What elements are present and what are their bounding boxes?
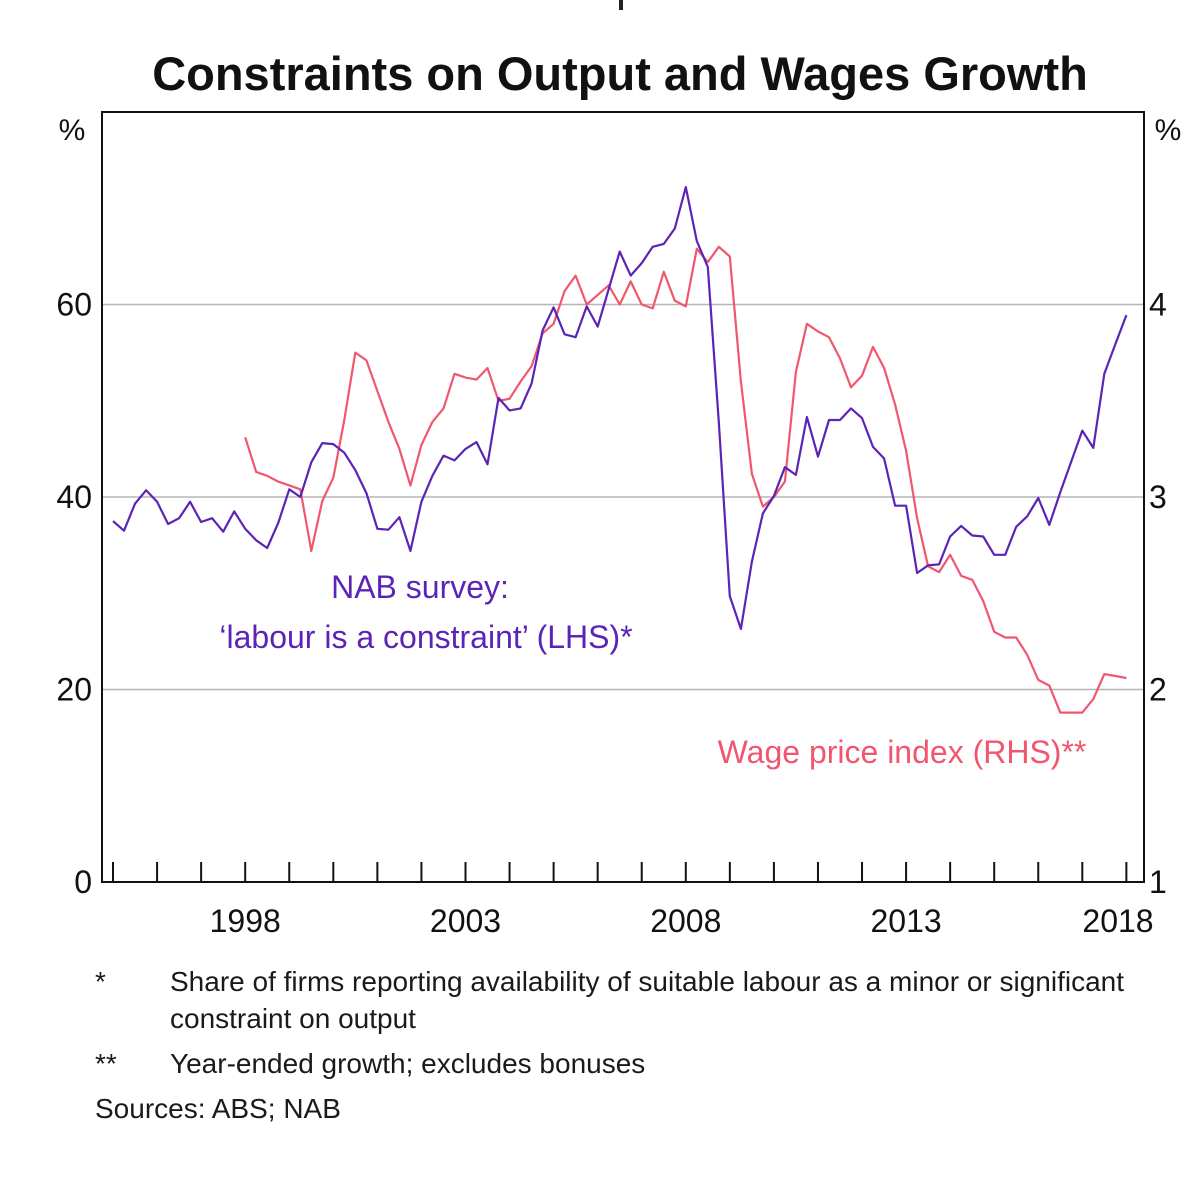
- x-tick-label-2018: 2018: [1082, 903, 1153, 939]
- left-tick-label-20: 20: [56, 672, 92, 708]
- gridlines: [102, 303, 1144, 691]
- footnote-1: * Share of firms reporting availability …: [95, 963, 1135, 1037]
- nab-annotation-line1: NAB survey:: [331, 569, 509, 605]
- footnote-1-mark: *: [95, 966, 106, 997]
- right-axis-tick-labels: 1 2 3 4: [1149, 287, 1167, 901]
- plot-frame: [101, 111, 1145, 883]
- chart-area: Constraints on Output and Wages Growth %…: [56, 47, 1182, 939]
- footnote-2-mark: **: [95, 1048, 117, 1079]
- left-tick-label-0: 0: [74, 864, 92, 900]
- footnote-2-text: Year-ended growth; excludes bonuses: [170, 1048, 646, 1079]
- top-edge-tick: [619, 0, 623, 10]
- wpi-annotation: Wage price index (RHS)**: [718, 734, 1087, 770]
- footnote-2: ** Year-ended growth; excludes bonuses: [95, 1045, 1135, 1082]
- right-tick-label-3: 3: [1149, 479, 1167, 515]
- left-tick-label-60: 60: [56, 287, 92, 323]
- left-axis-unit-label: %: [59, 114, 86, 147]
- footnotes: * Share of firms reporting availability …: [95, 963, 1135, 1127]
- right-tick-label-1: 1: [1149, 864, 1167, 900]
- x-axis-tick-labels: 1998 2003 2008 2013 2018: [210, 903, 1154, 939]
- left-tick-label-40: 40: [56, 479, 92, 515]
- right-tick-label-4: 4: [1149, 287, 1167, 323]
- chart-title: Constraints on Output and Wages Growth: [152, 47, 1088, 100]
- right-tick-label-2: 2: [1149, 672, 1167, 708]
- x-tick-label-1998: 1998: [210, 903, 281, 939]
- wage-price-index-line: [244, 245, 1127, 714]
- x-axis-ticks: [112, 862, 1128, 882]
- nab-survey-line: [112, 186, 1128, 630]
- left-axis-tick-labels: 0 20 40 60: [56, 287, 92, 901]
- footnote-1-text: Share of firms reporting availability of…: [170, 966, 1125, 1034]
- x-tick-label-2003: 2003: [430, 903, 501, 939]
- sources: Sources: ABS; NAB: [95, 1093, 341, 1124]
- right-axis-unit-label: %: [1155, 114, 1182, 147]
- nab-annotation-line2: ‘labour is a constraint’ (LHS)*: [219, 619, 632, 655]
- x-tick-label-2008: 2008: [650, 903, 721, 939]
- x-tick-label-2013: 2013: [870, 903, 941, 939]
